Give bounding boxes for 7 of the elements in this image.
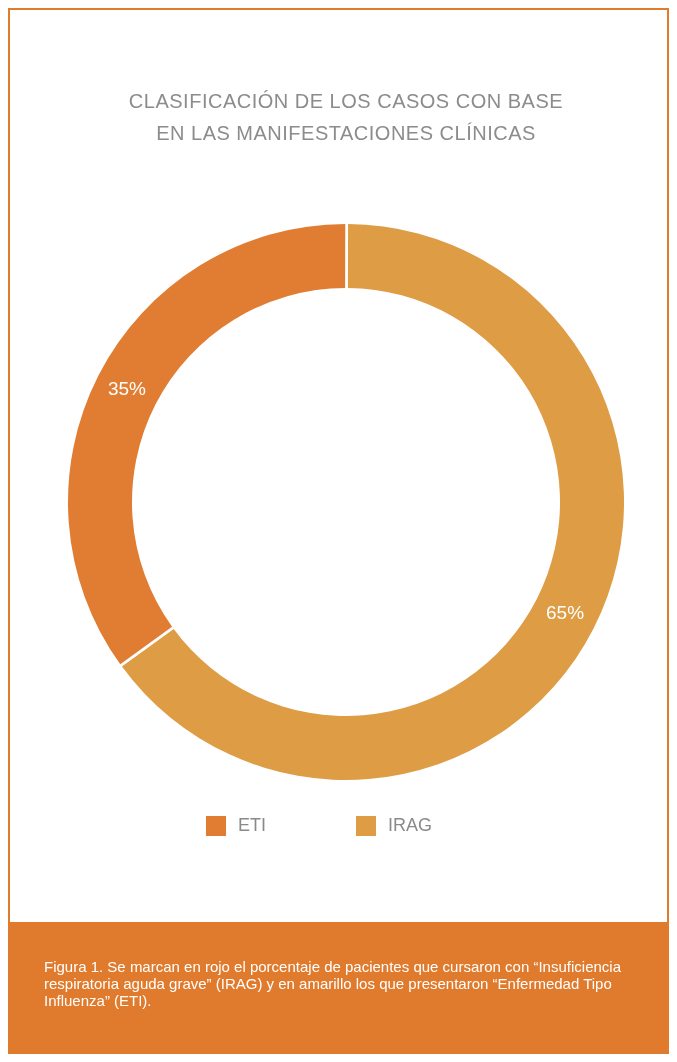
donut-slice [68, 224, 346, 665]
legend-label: IRAG [388, 814, 433, 835]
data-label: 65% [546, 601, 585, 623]
legend-label: ETI [238, 814, 267, 835]
text: Figura 1. Se marcan en rojo el porcentaje de pacientes que cursaron con “Insuficiencia respiratoria aguda grave” (IRAG) y en amarillo los que presentaron “Enfermedad Tipo Influenza” (ETI). [44, 958, 622, 1009]
data-label: 35% [107, 378, 147, 400]
chart-title: CLASIFICACIÓN DE LOS CASOS CON BASE EN LAS MANIFESTACIONES CLÍNICAS [128, 90, 564, 144]
